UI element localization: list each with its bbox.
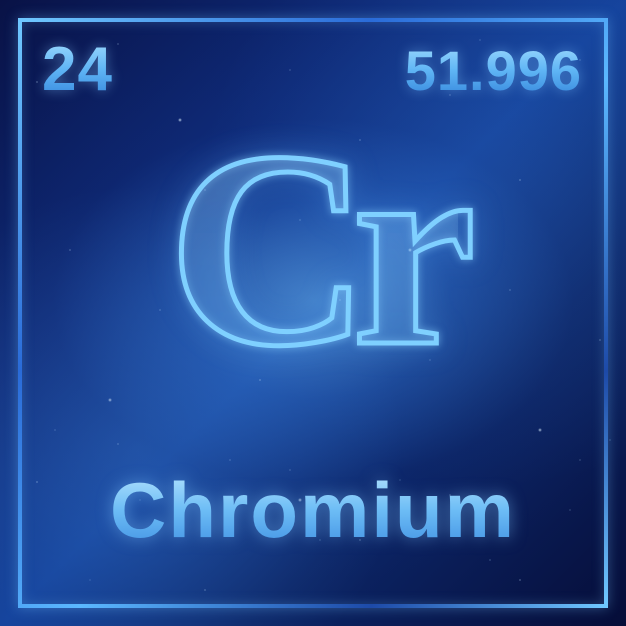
atomic-number: 24 <box>42 34 113 105</box>
symbol-container: Cr <box>0 130 626 368</box>
element-symbol: Cr <box>168 130 458 368</box>
element-name: Chromium <box>0 465 626 556</box>
element-tile: 24 51.996 Cr Chromium <box>0 0 626 626</box>
